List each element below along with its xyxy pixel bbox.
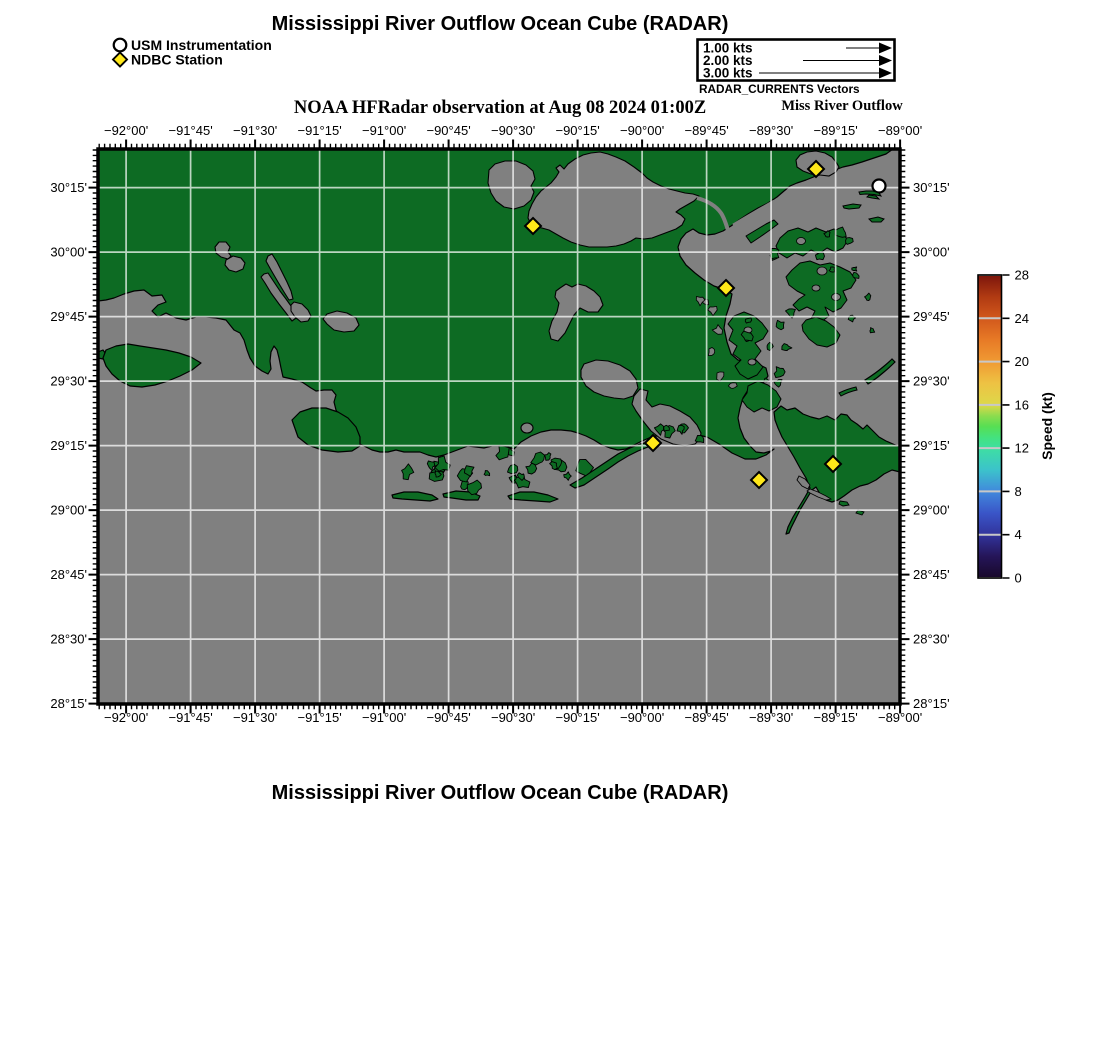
svg-text:−91°45': −91°45' (168, 123, 212, 138)
svg-text:−91°00': −91°00' (362, 123, 406, 138)
svg-text:−92°00': −92°00' (104, 710, 148, 725)
svg-text:Miss River Outflow: Miss River Outflow (781, 98, 903, 114)
svg-text:−92°00': −92°00' (104, 123, 148, 138)
svg-text:−91°30': −91°30' (233, 710, 277, 725)
svg-text:−91°15': −91°15' (297, 710, 341, 725)
svg-text:−90°15': −90°15' (555, 123, 599, 138)
svg-text:−91°00': −91°00' (362, 710, 406, 725)
svg-text:28°45': 28°45' (50, 567, 87, 582)
svg-text:20: 20 (1015, 354, 1029, 369)
svg-text:29°00': 29°00' (50, 503, 87, 518)
svg-text:30°00': 30°00' (50, 245, 87, 260)
svg-text:0: 0 (1015, 571, 1022, 586)
svg-text:24: 24 (1015, 311, 1029, 326)
svg-text:28°15': 28°15' (50, 696, 87, 711)
svg-text:4: 4 (1015, 527, 1022, 542)
svg-text:−91°30': −91°30' (233, 123, 277, 138)
svg-text:NOAA HFRadar observation at Au: NOAA HFRadar observation at Aug 08 2024 … (294, 98, 706, 118)
svg-text:−91°15': −91°15' (297, 123, 341, 138)
svg-text:−89°30': −89°30' (749, 710, 793, 725)
svg-text:29°45': 29°45' (50, 309, 87, 324)
svg-text:−90°45': −90°45' (426, 123, 470, 138)
svg-text:NDBC Station: NDBC Station (131, 52, 223, 68)
svg-text:RADAR_CURRENTS Vectors: RADAR_CURRENTS Vectors (699, 82, 860, 96)
svg-text:−89°15': −89°15' (813, 710, 857, 725)
svg-text:−90°30': −90°30' (491, 123, 535, 138)
svg-text:−91°45': −91°45' (168, 710, 212, 725)
svg-text:3.00 kts: 3.00 kts (703, 66, 753, 81)
svg-text:29°00': 29°00' (913, 503, 950, 518)
svg-text:28°30': 28°30' (50, 632, 87, 647)
svg-text:−90°30': −90°30' (491, 710, 535, 725)
svg-text:2.00 kts: 2.00 kts (703, 53, 753, 68)
svg-text:−90°45': −90°45' (426, 710, 470, 725)
svg-text:16: 16 (1015, 397, 1029, 412)
svg-text:30°15': 30°15' (50, 180, 87, 195)
svg-text:29°30': 29°30' (50, 374, 87, 389)
svg-text:28: 28 (1015, 268, 1029, 283)
svg-text:Speed (kt): Speed (kt) (1039, 392, 1055, 460)
svg-text:−89°45': −89°45' (684, 710, 728, 725)
svg-text:−89°00': −89°00' (878, 123, 922, 138)
svg-text:29°45': 29°45' (913, 309, 950, 324)
svg-text:28°15': 28°15' (913, 696, 950, 711)
svg-text:12: 12 (1015, 441, 1029, 456)
svg-text:−89°15': −89°15' (813, 123, 857, 138)
svg-text:−89°30': −89°30' (749, 123, 793, 138)
svg-text:−89°00': −89°00' (878, 710, 922, 725)
svg-text:29°30': 29°30' (913, 374, 950, 389)
svg-text:8: 8 (1015, 484, 1022, 499)
svg-text:29°15': 29°15' (913, 438, 950, 453)
svg-text:USM Instrumentation: USM Instrumentation (131, 37, 272, 53)
svg-text:Mississippi River Outflow Ocea: Mississippi River Outflow Ocean Cube (RA… (272, 782, 729, 804)
svg-text:−90°15': −90°15' (555, 710, 599, 725)
svg-text:−90°00': −90°00' (620, 710, 664, 725)
svg-text:Mississippi River Outflow Ocea: Mississippi River Outflow Ocean Cube (RA… (272, 13, 729, 35)
svg-text:28°45': 28°45' (913, 567, 950, 582)
svg-text:−89°45': −89°45' (684, 123, 728, 138)
svg-text:28°30': 28°30' (913, 632, 950, 647)
svg-text:1.00 kts: 1.00 kts (703, 41, 753, 56)
svg-text:29°15': 29°15' (50, 438, 87, 453)
svg-text:30°15': 30°15' (913, 180, 950, 195)
svg-text:−90°00': −90°00' (620, 123, 664, 138)
svg-text:30°00': 30°00' (913, 245, 950, 260)
